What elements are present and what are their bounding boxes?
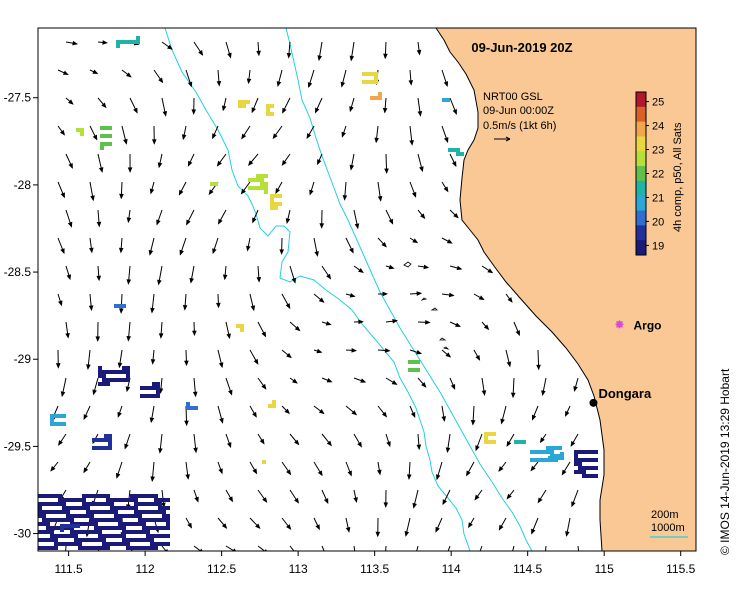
x-tick-label: 113.5 <box>360 562 389 576</box>
isobath-label: 200m <box>651 509 679 521</box>
colorbar-tick-label: 20 <box>652 216 664 228</box>
sst-patch <box>514 440 526 444</box>
colorbar-band <box>636 196 646 211</box>
colorbar-band <box>636 211 646 226</box>
colorbar-band <box>636 166 646 181</box>
sst-patch <box>38 494 170 550</box>
current-vector-head <box>477 555 480 559</box>
isobath-label: 1000m <box>651 522 685 534</box>
argo-marker-icon <box>615 320 623 328</box>
sst-patch <box>114 304 126 308</box>
sst-patch <box>210 182 218 186</box>
current-vector-head <box>543 561 546 565</box>
legend-line: 0.5m/s (1kt 6h) <box>483 120 556 132</box>
y-tick-label: -28.5 <box>4 265 32 279</box>
colorbar-band <box>636 136 646 151</box>
legend-line: NRT00 GSL <box>483 91 543 103</box>
current-vector-head <box>578 558 581 562</box>
x-tick-label: 114.5 <box>513 562 542 576</box>
colorbar-bands <box>636 92 646 256</box>
current-vector-head <box>354 560 357 564</box>
colorbar-band <box>636 151 646 166</box>
y-tick-label: -28 <box>14 178 32 192</box>
map-plot-area <box>38 28 696 565</box>
current-vector-head <box>324 554 327 558</box>
colorbar-band <box>636 225 646 240</box>
current-vector-head <box>413 558 416 562</box>
colorbar-tick-label: 24 <box>652 121 664 133</box>
current-vector-head <box>132 555 135 559</box>
x-tick-label: 115.5 <box>666 562 695 576</box>
y-tick-label: -30 <box>14 527 32 541</box>
current-vector-head <box>446 553 449 557</box>
colorbar-band <box>636 92 646 107</box>
y-tick-label: -29 <box>14 352 32 366</box>
town-marker-icon <box>589 399 597 407</box>
credit-text: © IMOS 14-Jun-2019 13:29 Hobart <box>718 368 732 555</box>
colorbar-tick-label: 19 <box>652 240 664 252</box>
colorbar-band <box>636 240 646 255</box>
place-label: Dongara <box>598 386 652 401</box>
y-tick-label: -27.5 <box>4 91 32 105</box>
x-axis: 111.5 112 112.5 113 113.5 114 114.5 115 115.5 <box>54 551 695 576</box>
x-tick-label: 115 <box>595 562 614 576</box>
map-title: 09-Jun-2019 20Z <box>471 40 572 55</box>
colorbar-tick-label: 25 <box>652 97 664 109</box>
colorbar-band <box>636 181 646 196</box>
x-tick-label: 112 <box>136 562 155 576</box>
x-tick-label: 114 <box>442 562 461 576</box>
current-vector-head <box>99 560 102 564</box>
colorbar-band <box>636 122 646 137</box>
colorbar-tick-label: 23 <box>652 145 664 157</box>
sst-patch <box>262 460 266 464</box>
colorbar-tick-label: 22 <box>652 169 664 181</box>
y-tick-label: -29.5 <box>4 439 32 453</box>
current-vector-head <box>509 559 512 563</box>
x-tick-label: 113 <box>289 562 308 576</box>
place-label: Argo <box>633 318 661 332</box>
legend-line: 09-Jun 00:00Z <box>483 105 554 117</box>
sst-patch <box>442 98 450 102</box>
colorbar-band <box>636 107 646 122</box>
y-axis: -27.5 -28 -28.5 -29 -29.5 -30 <box>4 91 38 541</box>
x-tick-label: 111.5 <box>54 562 83 576</box>
x-tick-label: 112.5 <box>207 562 236 576</box>
colorbar-tick-label: 21 <box>652 192 664 204</box>
colorbar-title: 4h comp, p50, All Sats <box>672 122 684 232</box>
